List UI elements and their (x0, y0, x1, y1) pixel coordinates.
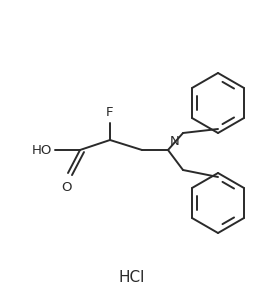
Text: HO: HO (32, 144, 52, 156)
Text: O: O (61, 181, 71, 194)
Text: HCl: HCl (119, 270, 145, 286)
Text: F: F (106, 106, 114, 119)
Text: N: N (170, 135, 180, 148)
